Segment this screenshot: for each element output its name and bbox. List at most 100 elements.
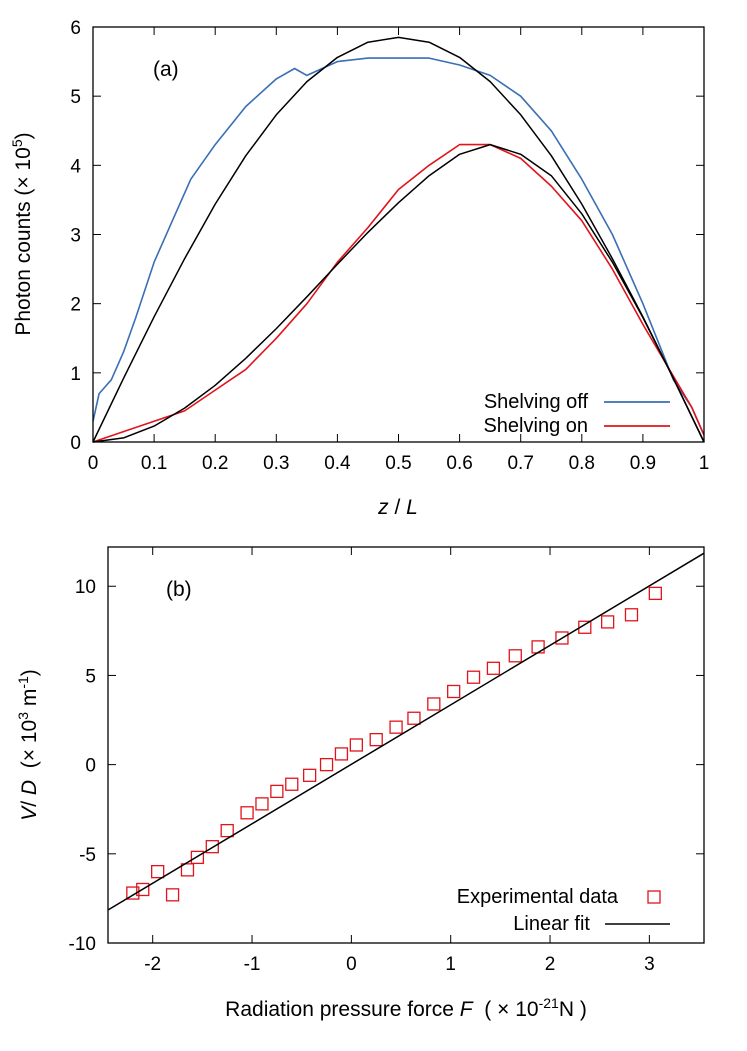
x-tick-label: 0.5	[385, 453, 411, 474]
panel-b-xlabel-unit: N )	[559, 998, 587, 1021]
panel-b-ylabel-close: )	[18, 669, 41, 676]
panel-b-ylabel-var2: D	[18, 780, 41, 795]
data-point	[427, 697, 441, 711]
data-point	[334, 747, 349, 761]
panel-b-ylabel-open: (	[18, 761, 41, 780]
panel-a-ylabel-base: 10	[12, 147, 35, 176]
y-tick-label: -5	[79, 845, 96, 866]
panel-b-legend: Experimental data Linear fit	[457, 886, 670, 935]
panel-b-label: (b)	[166, 578, 192, 601]
data-point	[136, 882, 150, 897]
data-point	[447, 684, 461, 699]
x-tick-label: 1	[699, 453, 710, 474]
data-point	[126, 886, 140, 900]
y-tick-label: 5	[85, 666, 96, 687]
x-tick-label: -2	[144, 954, 161, 975]
series-line-shelving-on	[92, 143, 705, 443]
panel-a-xlabel: z / L	[377, 496, 418, 519]
y-tick-label: 6	[70, 18, 81, 39]
data-point	[407, 711, 421, 725]
panel-b-ylabel-unit: m	[18, 689, 41, 712]
panel-b-xlabel-text: Radiation pressure force	[225, 998, 460, 1021]
panel-a-ylabel-times: ×	[12, 176, 35, 188]
legend-swatch-experimental-data	[647, 890, 661, 904]
data-point	[624, 608, 639, 622]
panel-a-xlabel-sep: /	[389, 496, 407, 519]
series-line-fit-on	[92, 143, 705, 443]
data-point	[600, 615, 615, 629]
y-tick-label: 1	[70, 364, 81, 385]
panel-a-legend: Shelving off Shelving on	[483, 391, 670, 437]
data-point	[285, 777, 299, 791]
data-point	[508, 649, 522, 663]
panel-b-ylabel-var: V	[18, 805, 41, 821]
panel-b-ylabel-exp2: -1	[15, 676, 31, 689]
panel-b-ylabel-exp: 3	[15, 712, 31, 720]
panel-b-xlabel-var: F	[460, 998, 474, 1021]
series-line-shelving-off	[92, 57, 705, 436]
x-tick-label: 0.6	[446, 453, 472, 474]
x-tick-label: 0.1	[141, 453, 167, 474]
x-tick-label: 0.9	[630, 453, 656, 474]
panel-a-ylabel: Photon counts (× 105)	[9, 132, 35, 335]
panel-a-ticks: 0 0.1 0.2 0.3 0.4 0.5 0.6 0.7 0.8 0.9 1 0 1 2 3 4 5 6	[70, 18, 709, 474]
panel-a-label: (a)	[153, 58, 179, 81]
data-point	[319, 757, 334, 772]
data-point	[466, 670, 481, 684]
data-point	[151, 864, 165, 879]
series-line-linear-fit	[107, 552, 705, 911]
data-point	[220, 823, 234, 838]
y-tick-label: 5	[70, 87, 81, 108]
data-point	[205, 840, 219, 854]
x-tick-label: 0.7	[507, 453, 533, 474]
data-point	[531, 640, 545, 654]
y-tick-label: 2	[70, 295, 81, 316]
x-tick-label: 0	[346, 954, 357, 975]
y-tick-label: 4	[70, 156, 81, 177]
data-point	[255, 797, 269, 811]
panel-b-frame	[107, 546, 705, 944]
legend-label-experimental-data: Experimental data	[457, 886, 619, 908]
data-point	[369, 732, 383, 747]
x-tick-label: 0.2	[202, 453, 228, 474]
panel-b-xlabel: Radiation pressure force F ( × 10-21N )	[225, 995, 587, 1021]
panel-b-ylabel-sep: /	[18, 795, 41, 807]
x-tick-label: -1	[244, 954, 261, 975]
series-line-fit-off	[92, 36, 705, 443]
panel-b-xlabel-base: 10	[509, 998, 538, 1021]
data-point	[389, 720, 403, 734]
data-point	[302, 768, 317, 782]
panel-b-xlabel-times: ×	[497, 998, 509, 1021]
x-tick-label: 0.8	[569, 453, 595, 474]
data-point	[270, 784, 284, 799]
y-tick-label: -10	[69, 934, 96, 955]
panel-a-ylabel-close: )	[12, 132, 35, 139]
panel-a-xlabel-var: z	[377, 496, 389, 519]
legend-label-shelving-on: Shelving on	[483, 415, 588, 437]
x-tick-label: 0.3	[263, 453, 289, 474]
panel-a-xlabel-unit: L	[406, 496, 418, 519]
legend-label-shelving-off: Shelving off	[484, 391, 589, 413]
x-tick-label: 2	[545, 954, 556, 975]
panel-a-series-layer	[92, 36, 705, 443]
panel-b-ylabel-times: ×	[18, 749, 41, 761]
data-point	[555, 631, 569, 645]
data-point	[486, 661, 501, 675]
data-point	[180, 863, 195, 877]
legend-label-linear-fit: Linear fit	[513, 913, 590, 935]
x-tick-label: 0.4	[324, 453, 351, 474]
data-point	[349, 738, 363, 752]
panel-b-series-layer	[107, 552, 705, 911]
y-tick-label: 10	[75, 577, 96, 598]
panel-b-ylabel: V/ D (× 103 m-1)	[15, 669, 41, 821]
panel-a-ylabel-exp: 5	[9, 139, 25, 147]
data-point	[578, 620, 592, 634]
y-tick-label: 0	[85, 756, 96, 777]
data-point	[648, 586, 662, 601]
x-tick-label: 3	[644, 954, 655, 975]
x-tick-label: 1	[445, 954, 456, 975]
